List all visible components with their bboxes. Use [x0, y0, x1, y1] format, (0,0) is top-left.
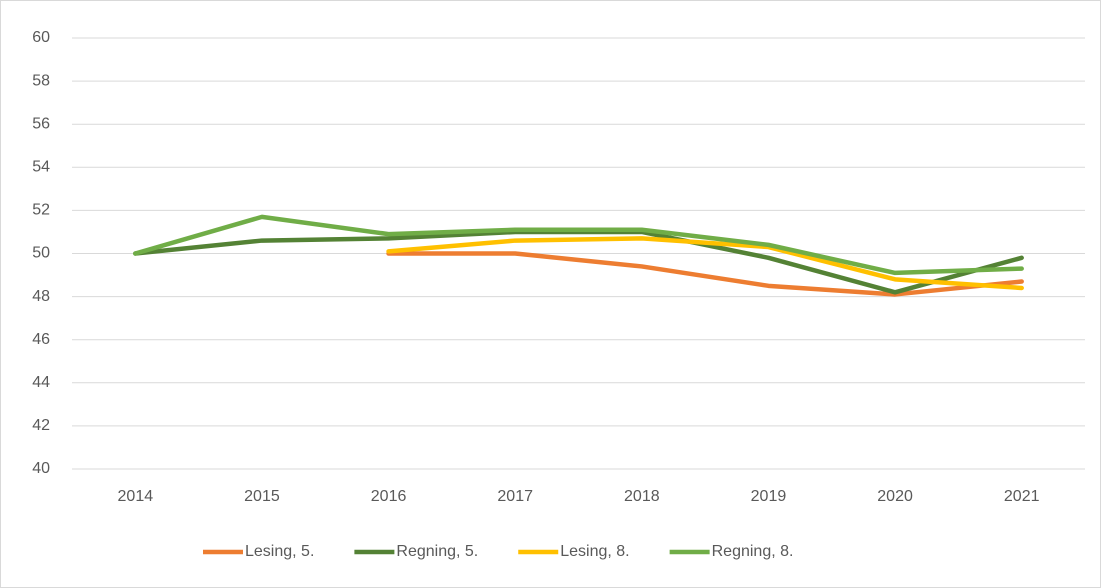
x-tick-label: 2015 — [244, 488, 280, 505]
legend-label: Regning, 5. — [396, 543, 478, 560]
y-tick-label: 44 — [32, 374, 50, 391]
series-line — [386, 251, 1024, 297]
legend-label: Regning, 8. — [712, 543, 794, 560]
y-tick-label: 50 — [32, 245, 50, 262]
y-tick-label: 42 — [32, 417, 50, 434]
legend-label: Lesing, 5. — [245, 543, 314, 560]
x-tick-label: 2020 — [877, 488, 913, 505]
y-tick-label: 46 — [32, 331, 50, 348]
x-tick-label: 2019 — [751, 488, 787, 505]
y-tick-label: 60 — [32, 29, 50, 46]
x-tick-label: 2014 — [118, 488, 154, 505]
series-line — [133, 214, 1024, 276]
y-tick-label: 58 — [32, 72, 50, 89]
x-tick-label: 2018 — [624, 488, 660, 505]
legend-label: Lesing, 8. — [560, 543, 629, 560]
y-tick-label: 40 — [32, 460, 50, 477]
y-tick-label: 56 — [32, 115, 50, 132]
y-tick-label: 52 — [32, 202, 50, 219]
y-tick-label: 54 — [32, 159, 50, 176]
x-tick-label: 2016 — [371, 488, 407, 505]
y-tick-label: 48 — [32, 288, 50, 305]
x-tick-label: 2021 — [1004, 488, 1040, 505]
x-tick-label: 2017 — [497, 488, 533, 505]
series-line — [386, 236, 1024, 291]
